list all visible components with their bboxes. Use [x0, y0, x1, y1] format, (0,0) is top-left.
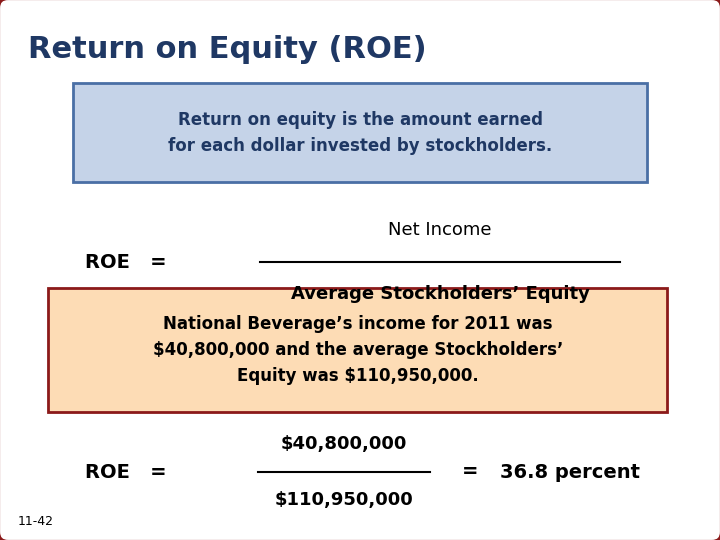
FancyBboxPatch shape: [73, 83, 647, 182]
Text: =: =: [462, 462, 478, 482]
Text: ROE   =: ROE =: [85, 253, 166, 272]
Text: National Beverage’s income for 2011 was
$40,800,000 and the average Stockholders: National Beverage’s income for 2011 was …: [153, 315, 563, 386]
Text: ROE   =: ROE =: [85, 462, 166, 482]
Text: Net Income: Net Income: [388, 221, 492, 239]
Text: Return on equity is the amount earned
for each dollar invested by stockholders.: Return on equity is the amount earned fo…: [168, 111, 552, 155]
Text: Average Stockholders’ Equity: Average Stockholders’ Equity: [291, 285, 590, 303]
Text: 36.8 percent: 36.8 percent: [500, 462, 640, 482]
FancyBboxPatch shape: [48, 288, 667, 412]
Text: Return on Equity (ROE): Return on Equity (ROE): [28, 35, 427, 64]
Text: $110,950,000: $110,950,000: [274, 491, 413, 509]
Text: 11-42: 11-42: [18, 515, 54, 528]
Text: $40,800,000: $40,800,000: [281, 435, 408, 453]
